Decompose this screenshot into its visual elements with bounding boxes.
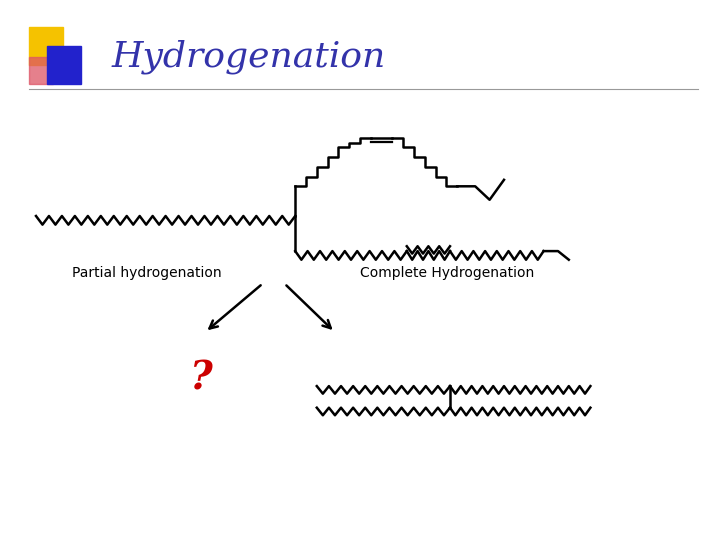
Text: Complete Hydrogenation: Complete Hydrogenation: [360, 266, 534, 280]
Bar: [47, 46, 81, 84]
Text: Hydrogenation: Hydrogenation: [112, 39, 386, 74]
Bar: [29, 27, 63, 65]
Text: Partial hydrogenation: Partial hydrogenation: [72, 266, 222, 280]
Text: ?: ?: [190, 359, 213, 397]
Bar: [29, 57, 53, 84]
